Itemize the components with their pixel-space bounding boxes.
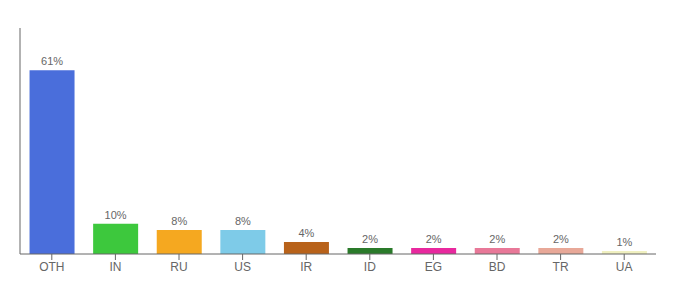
svg-text:IR: IR <box>300 260 312 274</box>
svg-text:61%: 61% <box>41 55 63 67</box>
svg-text:TR: TR <box>553 260 569 274</box>
svg-text:IN: IN <box>109 260 121 274</box>
svg-text:ID: ID <box>364 260 376 274</box>
svg-text:4%: 4% <box>298 227 314 239</box>
svg-text:US: US <box>234 260 251 274</box>
svg-text:1%: 1% <box>616 236 632 248</box>
svg-text:2%: 2% <box>362 233 378 245</box>
svg-text:8%: 8% <box>171 215 187 227</box>
svg-text:8%: 8% <box>235 215 251 227</box>
svg-text:2%: 2% <box>489 233 505 245</box>
svg-text:EG: EG <box>425 260 442 274</box>
svg-text:2%: 2% <box>553 233 569 245</box>
svg-text:BD: BD <box>489 260 506 274</box>
svg-text:UA: UA <box>616 260 633 274</box>
svg-text:10%: 10% <box>105 209 127 221</box>
svg-text:RU: RU <box>170 260 187 274</box>
svg-text:2%: 2% <box>426 233 442 245</box>
svg-text:OTH: OTH <box>39 260 64 274</box>
